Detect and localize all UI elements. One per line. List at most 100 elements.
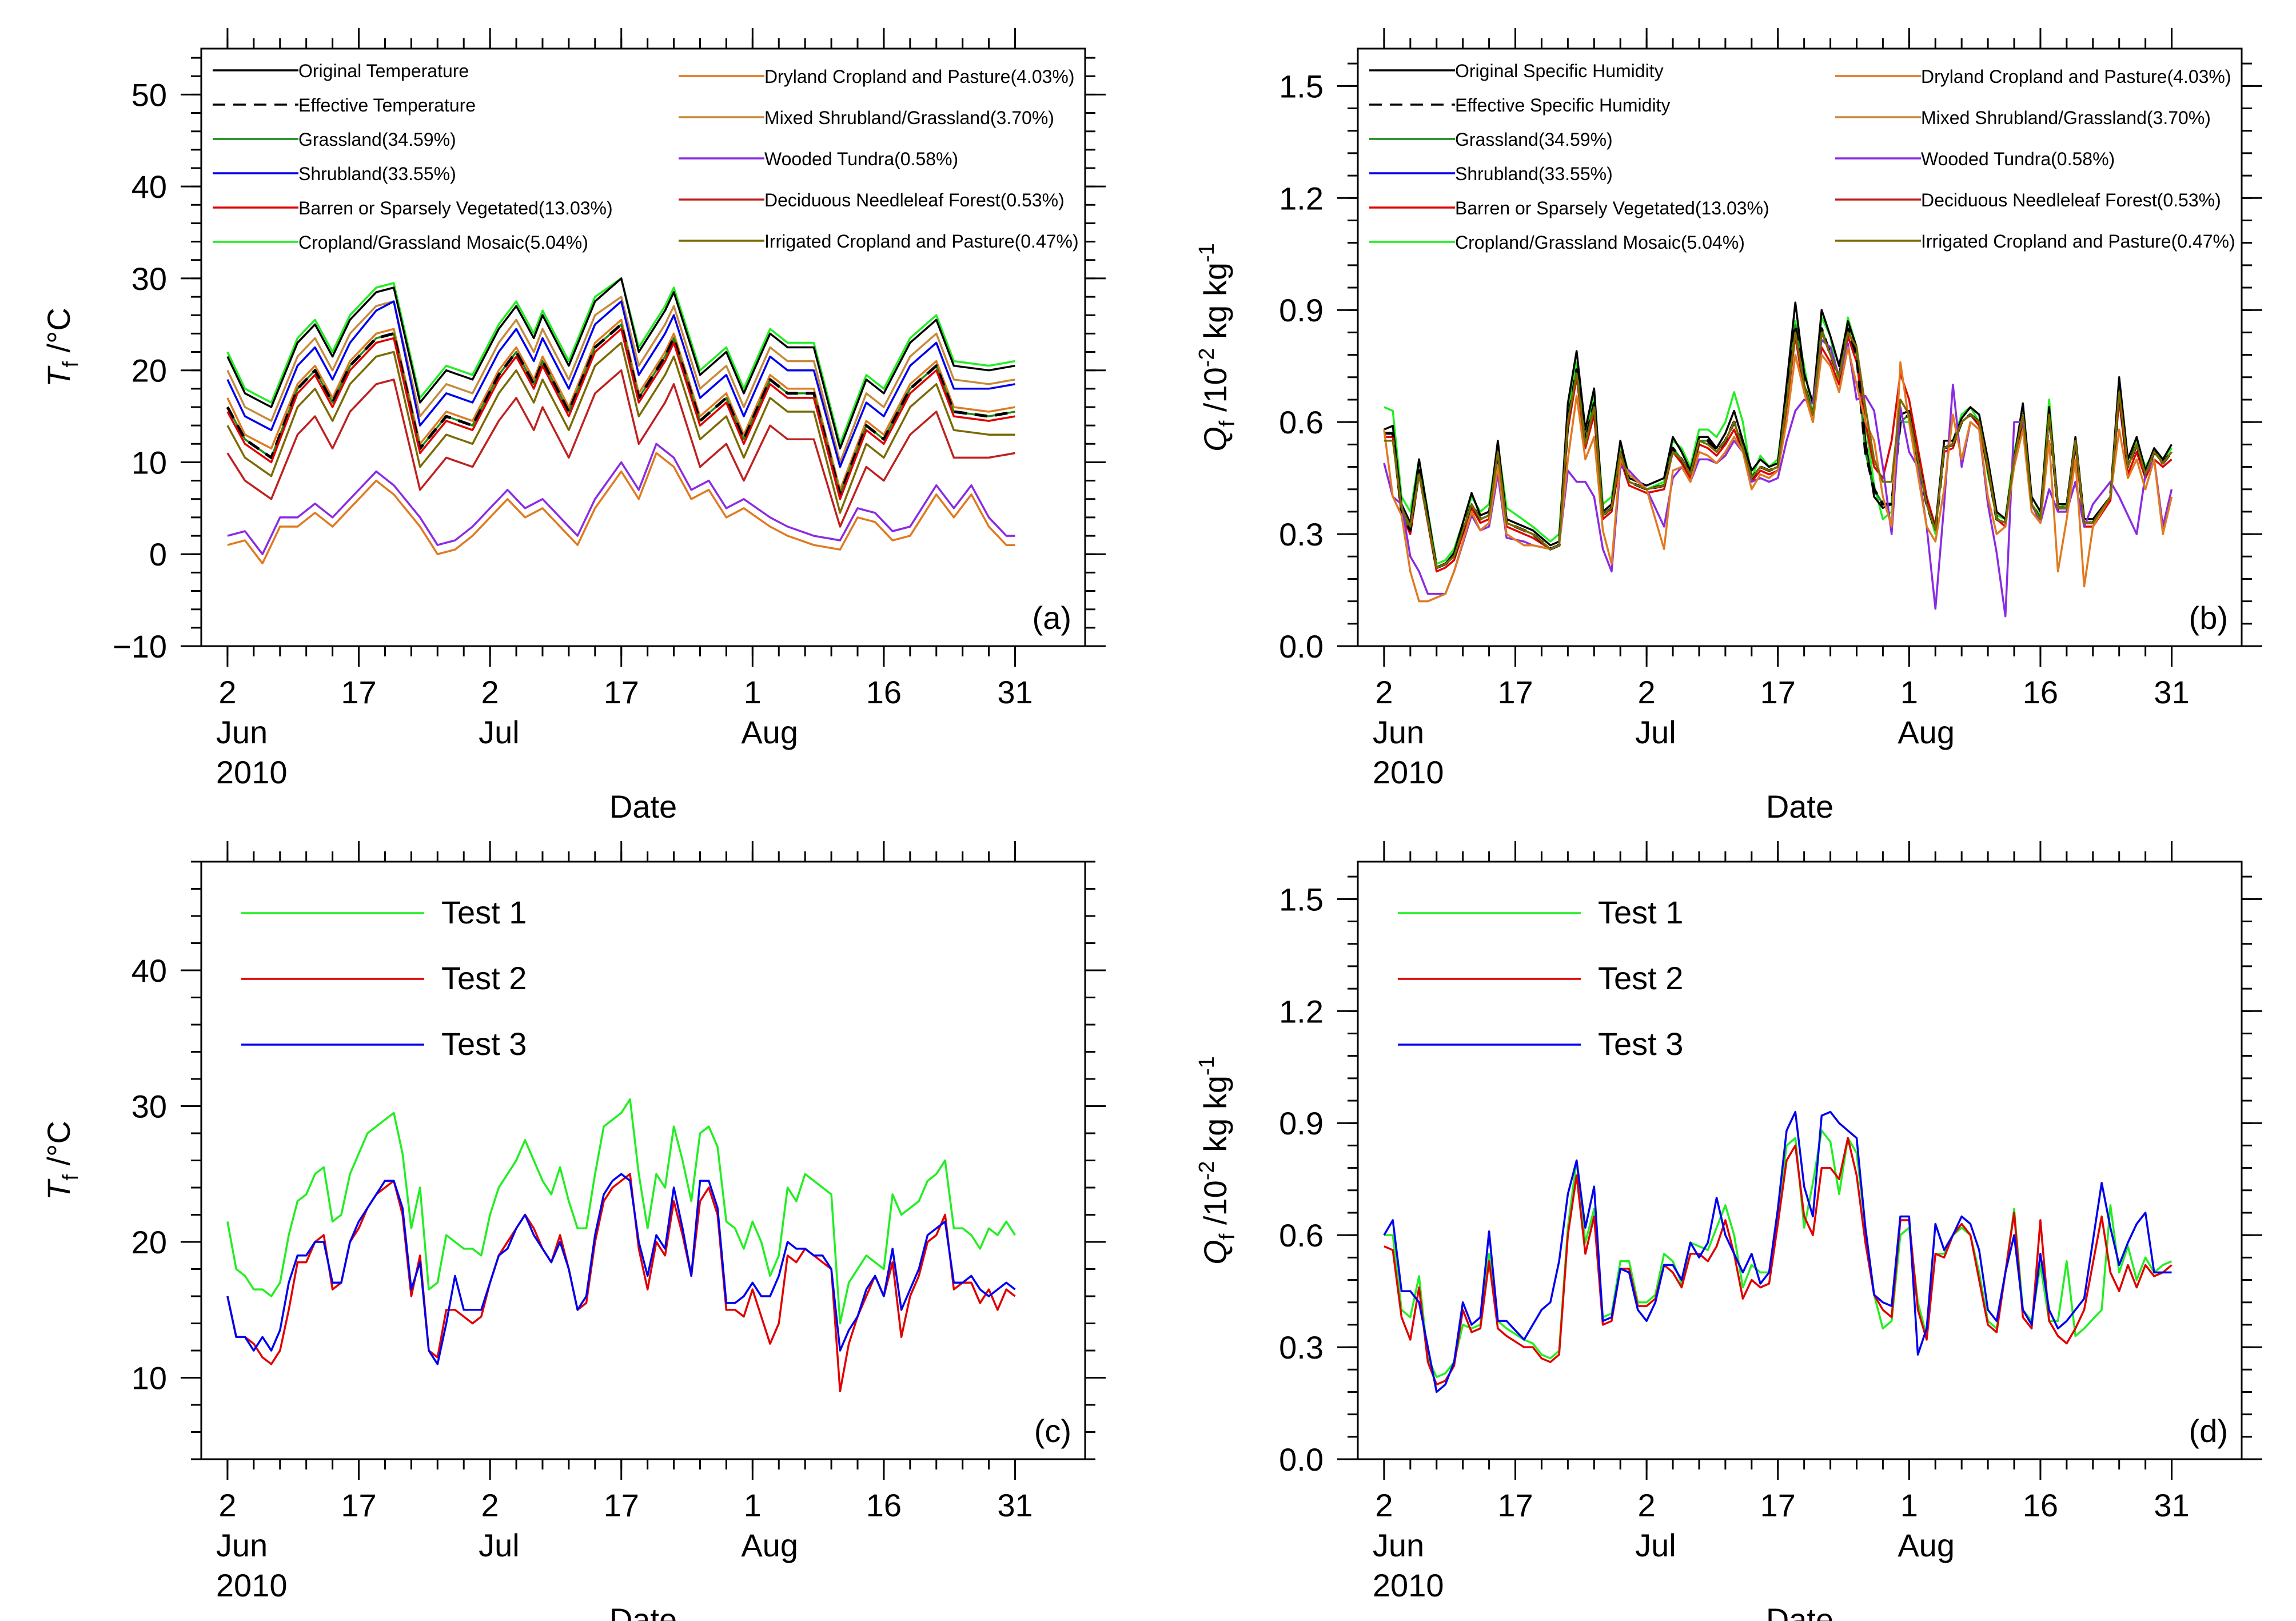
panel-label: (d) <box>2189 1413 2228 1449</box>
legend-label: Dryland Cropland and Pasture(4.03%) <box>764 66 1075 87</box>
legend-label: Mixed Shrubland/Grassland(3.70%) <box>1921 107 2211 128</box>
x-tick-label: 31 <box>997 1487 1033 1523</box>
y-tick-label: 0.3 <box>1279 1329 1324 1365</box>
y-tick-label: 10 <box>131 444 167 480</box>
series-line-10 <box>227 443 1015 555</box>
legend-label: Test 1 <box>1598 894 1683 930</box>
y-tick-label: 40 <box>131 953 167 989</box>
y-tick-label: 20 <box>131 353 167 389</box>
legend-label: Test 2 <box>441 960 527 996</box>
plot-frame <box>200 861 1086 1460</box>
x-tick-label: 17 <box>1497 1487 1533 1523</box>
series-line-11 <box>227 452 1015 565</box>
x-tick-label: 31 <box>2154 674 2189 710</box>
x-axis-title: Date <box>1766 788 1833 825</box>
series-line-7 <box>226 328 1015 500</box>
series-line-8 <box>226 341 1015 514</box>
series-line-9 <box>226 369 1015 528</box>
x-month-label: Aug <box>741 714 798 750</box>
x-tick-label: 2 <box>1638 1487 1656 1523</box>
legend-label: Test 3 <box>441 1026 527 1062</box>
x-month-label: Aug <box>1898 714 1955 750</box>
y-tick-label: 0.3 <box>1279 516 1324 552</box>
series-line-4 <box>1384 323 2173 569</box>
legend-label: Effective Temperature <box>298 95 476 115</box>
x-year-label: 2010 <box>1373 754 1444 790</box>
x-tick-label: 31 <box>2154 1487 2189 1523</box>
legend-label: Cropland/Grassland Mosaic(5.04%) <box>298 232 588 253</box>
plot-frame <box>1357 861 2243 1460</box>
series-line-4 <box>226 318 1015 491</box>
x-axis-title: Date <box>1766 1602 1833 1621</box>
series-line-7 <box>1384 331 2173 569</box>
x-month-label: Jul <box>1635 1527 1676 1563</box>
x-tick-label: 16 <box>2023 674 2058 710</box>
x-axis-title: Date <box>609 1602 677 1621</box>
panel-a: 2 Jun 2010 17 2 Jul 17 1 Aug 16 31 Date −10 0 10 20 30 40… <box>41 28 1106 825</box>
plot-frame <box>200 47 1086 647</box>
legend-label: Wooded Tundra(0.58%) <box>764 149 958 169</box>
legend-label: Grassland(34.59%) <box>1455 129 1613 150</box>
x-tick-label: 17 <box>1497 674 1533 710</box>
series-line-0 <box>226 1098 1016 1325</box>
x-tick-label: 1 <box>1900 674 1918 710</box>
y-tick-label: 30 <box>131 1089 167 1125</box>
y-axis-title: Tf /°C <box>41 1121 83 1200</box>
legend-label: Barren or Sparsely Vegetated(13.03%) <box>1455 198 1769 218</box>
series-line-2 <box>226 1173 1016 1365</box>
x-month-label: Jul <box>479 714 520 750</box>
series-line-1 <box>226 277 1015 450</box>
panel-b: 2 Jun 2010 17 2 Jul 17 1 Aug 16 31 Date 0.0 0.3 0.6 0.9… <box>1195 28 2262 825</box>
y-tick-label: 1.2 <box>1279 993 1324 1029</box>
x-month-label: Jun <box>1373 1527 1424 1563</box>
x-month-label: Jul <box>479 1527 520 1563</box>
y-tick-label: 20 <box>131 1224 167 1260</box>
legend-label: Test 1 <box>441 894 527 930</box>
legend-label: Test 3 <box>1598 1026 1683 1062</box>
x-tick-label: 16 <box>866 674 902 710</box>
y-tick-label: −10 <box>113 628 167 664</box>
legend-label: Shrubland(33.55%) <box>298 164 456 184</box>
series-line-0 <box>1384 1129 2173 1379</box>
legend-label: Barren or Sparsely Vegetated(13.03%) <box>298 198 613 218</box>
plot-frame <box>1357 47 2243 647</box>
y-tick-label: 1.5 <box>1279 68 1324 104</box>
x-tick-label: 2 <box>218 1487 236 1523</box>
y-tick-label: 40 <box>131 169 167 205</box>
x-tick-label: 2 <box>1375 1487 1393 1523</box>
x-year-label: 2010 <box>216 1567 288 1603</box>
y-tick-label: 0.9 <box>1279 292 1324 328</box>
legend-label: Deciduous Needleleaf Forest(0.53%) <box>764 190 1065 210</box>
x-tick-label: 2 <box>1375 674 1393 710</box>
x-month-label: Aug <box>1898 1527 1955 1563</box>
x-month-label: Jun <box>1373 714 1424 750</box>
x-tick-label: 2 <box>1638 674 1656 710</box>
x-tick-label: 17 <box>1760 1487 1796 1523</box>
legend-label: Deciduous Needleleaf Forest(0.53%) <box>1921 190 2221 210</box>
legend-label: Mixed Shrubland/Grassland(3.70%) <box>764 107 1054 128</box>
panel-label: (c) <box>1034 1413 1071 1449</box>
series-line-1 <box>1384 301 2173 569</box>
x-tick-label: 16 <box>2023 1487 2058 1523</box>
series-line-3 <box>226 300 1015 468</box>
series-line-6 <box>1383 346 2173 603</box>
legend-label: Grassland(34.59%) <box>298 129 456 150</box>
x-tick-label: 1 <box>744 1487 762 1523</box>
legend-label: Shrubland(33.55%) <box>1455 164 1613 184</box>
x-tick-label: 17 <box>341 1487 376 1523</box>
series-line-2 <box>226 296 1015 464</box>
legend-label: Irrigated Cropland and Pasture(0.47%) <box>1921 231 2235 252</box>
legend-label: Original Temperature <box>298 61 469 81</box>
legend-label: Irrigated Cropland and Pasture(0.47%) <box>764 231 1079 252</box>
y-tick-label: 0.9 <box>1279 1105 1324 1141</box>
x-tick-label: 1 <box>1900 1487 1918 1523</box>
y-tick-label: 0.0 <box>1279 1441 1324 1477</box>
legend-label: Original Specific Humidity <box>1455 61 1664 81</box>
x-year-label: 2010 <box>216 754 288 790</box>
legend-label: Dryland Cropland and Pasture(4.03%) <box>1921 66 2231 87</box>
x-tick-label: 17 <box>341 674 376 710</box>
y-axis-title: Qf /10-2 kg kg-1 <box>1195 1056 1239 1265</box>
x-year-label: 2010 <box>1373 1567 1444 1603</box>
panel-label: (b) <box>2189 600 2228 636</box>
